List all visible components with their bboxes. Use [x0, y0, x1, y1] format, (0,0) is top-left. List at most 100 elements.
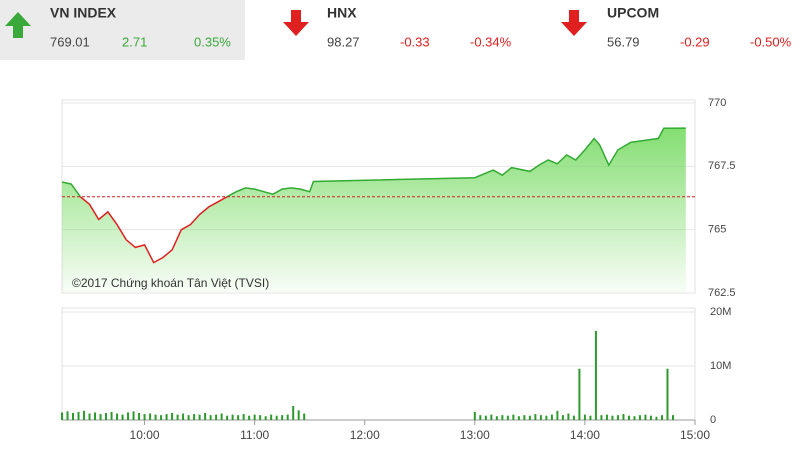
volume-bar [281, 415, 284, 420]
volume-bar [187, 415, 190, 420]
index-name: HNX [327, 5, 357, 21]
volume-bar [231, 414, 234, 420]
volume-bar [495, 416, 498, 420]
volume-bar [600, 415, 603, 420]
volume-bar [116, 413, 119, 420]
volume-bar [561, 415, 564, 420]
volume-bar [484, 415, 487, 420]
volume-bar [655, 416, 658, 420]
volume-bar [237, 415, 240, 420]
index-percent: -0.34% [470, 34, 512, 49]
volume-bar [671, 415, 674, 420]
volume-bar [193, 414, 196, 420]
volume-bar [66, 411, 69, 420]
volume-bar [226, 415, 229, 420]
volume-bar [149, 413, 152, 420]
volume-bar [77, 411, 80, 420]
y-tick-label: 0 [710, 414, 716, 426]
price-line [62, 127, 686, 197]
volume-bar [94, 412, 97, 420]
volume-bar [534, 414, 537, 420]
price-area [62, 128, 686, 293]
volume-bar [99, 414, 102, 420]
volume-bar [523, 415, 526, 420]
y-tick-label: 20M [710, 306, 731, 318]
volume-bar [611, 415, 614, 420]
volume-bar [490, 414, 493, 420]
volume-bar [528, 415, 531, 420]
volume-bar [105, 412, 108, 420]
volume-bar [242, 414, 245, 420]
index-name: UPCOM [607, 5, 659, 21]
volume-bar [88, 413, 91, 420]
x-tick-label: 13:00 [460, 428, 490, 442]
y-tick-label: 770 [708, 97, 726, 109]
volume-bar [127, 412, 130, 420]
volume-bar [594, 330, 597, 420]
volume-bar [198, 414, 201, 420]
index-value: 98.27 [327, 34, 360, 49]
volume-bar [132, 411, 135, 420]
price-line-below-reference [79, 196, 229, 264]
volume-bar [220, 413, 223, 420]
index-header: VN INDEX 769.01 2.71 0.35% HNX 98.27 -0.33 -0.3… [5, 5, 792, 49]
volume-bar [506, 415, 509, 420]
volume-bar [622, 414, 625, 420]
volume-bar [275, 415, 278, 420]
volume-bar [292, 405, 295, 420]
volume-bar [248, 415, 251, 420]
index-name: VN INDEX [50, 5, 117, 21]
direction-arrow [561, 10, 587, 36]
volume-panel [61, 307, 696, 421]
volume-bar [649, 415, 652, 420]
y-tick-label: 767.5 [708, 160, 736, 172]
volume-bar [286, 414, 289, 420]
volume-bar [297, 410, 300, 420]
index-value: 769.01 [50, 34, 90, 49]
volume-bar [578, 368, 581, 420]
volume-bar [253, 414, 256, 420]
volume-bar [666, 368, 669, 420]
y-tick-label: 762.5 [708, 287, 736, 299]
volume-bar [204, 412, 207, 420]
volume-bar [121, 414, 124, 420]
x-tick-label: 10:00 [130, 428, 160, 442]
volume-bar [556, 410, 559, 420]
volume-bar [512, 414, 515, 420]
volume-bar [572, 415, 575, 420]
volume-bar [176, 414, 179, 420]
volume-bar [616, 415, 619, 420]
index-percent: -0.50% [750, 34, 792, 49]
volume-bar [567, 413, 570, 420]
watermark: ©2017 Chứng khoán Tân Việt (TVSI) [72, 276, 269, 290]
volume-bar [209, 415, 212, 420]
volume-bar [644, 414, 647, 420]
volume-bar [627, 415, 630, 420]
volume-bar [72, 412, 75, 420]
plot-area: 770 767.5 765 762.5 ©2017 Chứng khoán Tân Vi… [61, 97, 736, 442]
volume-bar [517, 416, 520, 420]
volume-bar [605, 414, 608, 420]
volume-bar [215, 414, 218, 420]
volume-bar [539, 415, 542, 420]
x-tick-label: 11:00 [240, 428, 269, 442]
index-change: -0.29 [680, 34, 710, 49]
y-tick-label: 765 [708, 224, 726, 236]
volume-bar [633, 416, 636, 420]
volume-bar [61, 412, 63, 420]
direction-arrow [283, 10, 309, 36]
volume-bar [638, 415, 641, 420]
volume-bar [160, 415, 163, 420]
active-index-bg [0, 0, 245, 60]
volume-bar [165, 414, 168, 420]
x-tick-label: 15:00 [680, 428, 710, 442]
index-percent: 0.35% [194, 34, 231, 49]
volume-bar [270, 414, 273, 420]
index-change: 2.71 [122, 34, 147, 49]
volume-bar [303, 413, 306, 420]
volume-bar [259, 415, 262, 420]
direction-arrow [5, 12, 31, 38]
volume-bar [110, 411, 113, 420]
volume-bar [550, 414, 553, 420]
